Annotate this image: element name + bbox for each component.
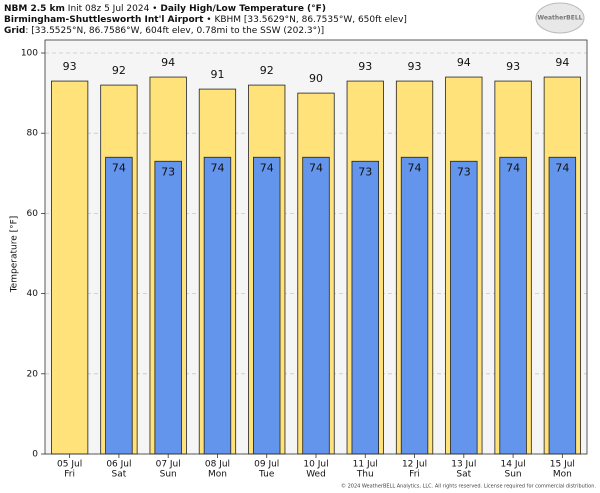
model: NBM 2.5 km — [4, 4, 65, 14]
x-tick-weekday: Fri — [409, 470, 420, 480]
low-bar — [499, 156, 527, 455]
header-line-1: NBM 2.5 km Init 08z 5 Jul 2024 • Daily H… — [4, 4, 326, 14]
y-tick-label: 80 — [27, 129, 39, 139]
x-tick-weekday: Thu — [356, 470, 374, 480]
value-label: 93 — [358, 60, 372, 73]
station-info: • KBHM [33.5629°N, 86.7535°W, 650ft elev… — [206, 15, 407, 25]
value-label: 74 — [506, 161, 520, 174]
low-bar — [351, 160, 379, 455]
y-tick-label: 60 — [27, 209, 39, 219]
low-bar — [154, 160, 182, 455]
x-tick-weekday: Sun — [505, 470, 522, 480]
y-tick-label: 20 — [27, 369, 39, 379]
value-label: 94 — [161, 56, 175, 69]
x-tick-label: 08 Jul — [205, 460, 230, 470]
x-tick-weekday: Mon — [553, 470, 572, 480]
value-label: 94 — [457, 56, 471, 69]
x-tick-weekday: Wed — [306, 470, 326, 480]
x-tick-weekday: Sat — [112, 470, 127, 480]
low-bar — [253, 156, 281, 455]
grid-info: : [33.5525°N, 86.7586°W, 604ft elev, 0.7… — [25, 26, 324, 36]
value-label: 93 — [63, 60, 77, 73]
x-tick-label: 11 Jul — [353, 460, 378, 470]
station: Birmingham-Shuttlesworth Int'l Airport — [4, 15, 204, 25]
value-label: 74 — [408, 161, 422, 174]
header-line-3: Grid: [33.5525°N, 86.7586°W, 604ft elev,… — [4, 26, 324, 36]
x-tick-weekday: Sun — [160, 470, 177, 480]
value-label: 91 — [210, 68, 224, 81]
y-axis-title: Temperature [°F] — [10, 216, 20, 294]
plot: 0 20 40 60 80 100 93 92 94 91 92 90 93 93 94 93 94 74 73 74… — [21, 39, 588, 480]
value-label: 92 — [112, 64, 126, 77]
value-label: 92 — [260, 64, 274, 77]
low-bar — [548, 156, 577, 455]
x-tick-label: 05 Jul — [57, 460, 82, 470]
init: Init 08z 5 Jul 2024 — [68, 4, 150, 14]
x-tick-label: 07 Jul — [156, 460, 181, 470]
high-bar — [51, 80, 89, 455]
x-tick-label: 15 Jul — [550, 460, 575, 470]
y-tick-label: 0 — [32, 450, 38, 460]
y-tick-label: 40 — [27, 289, 39, 299]
y-tick-label: 100 — [21, 49, 38, 59]
value-label: 93 — [506, 60, 520, 73]
value-label: 74 — [555, 161, 569, 174]
footer: © 2024 WeatherBELL Analytics, LLC. All r… — [341, 483, 596, 490]
chart-title: Daily High/Low Temperature (°F) — [160, 4, 326, 14]
value-label: 90 — [309, 72, 323, 85]
value-label: 73 — [161, 165, 175, 178]
x-tick-weekday: Mon — [208, 470, 227, 480]
logo-badge — [535, 2, 585, 34]
low-bar — [400, 156, 429, 455]
low-bar — [203, 156, 232, 455]
value-label: 73 — [457, 165, 471, 178]
low-bar — [302, 156, 330, 455]
x-tick-label: 06 Jul — [106, 460, 131, 470]
separator: • — [152, 4, 157, 14]
header-line-2: Birmingham-Shuttlesworth Int'l Airport •… — [4, 15, 407, 25]
low-bar — [450, 160, 478, 455]
x-tick-label: 09 Jul — [254, 460, 279, 470]
value-label: 93 — [408, 60, 422, 73]
x-tick-label: 13 Jul — [451, 460, 476, 470]
low-bar — [105, 156, 133, 455]
value-label: 74 — [260, 161, 274, 174]
logo: WeatherBELL — [537, 15, 582, 22]
x-tick-weekday: Sat — [456, 470, 471, 480]
plot-frame — [44, 39, 588, 455]
value-label: 74 — [210, 161, 224, 174]
x-tick-label: 10 Jul — [303, 460, 328, 470]
x-tick-weekday: Fri — [64, 470, 75, 480]
value-label: 94 — [555, 56, 569, 69]
grid-label: Grid — [4, 26, 25, 36]
x-tick-weekday: Tue — [258, 470, 275, 480]
value-label: 73 — [358, 165, 372, 178]
value-label: 74 — [309, 161, 323, 174]
value-label: 74 — [112, 161, 126, 174]
x-tick-label: 14 Jul — [501, 460, 526, 470]
x-tick-label: 12 Jul — [402, 460, 427, 470]
